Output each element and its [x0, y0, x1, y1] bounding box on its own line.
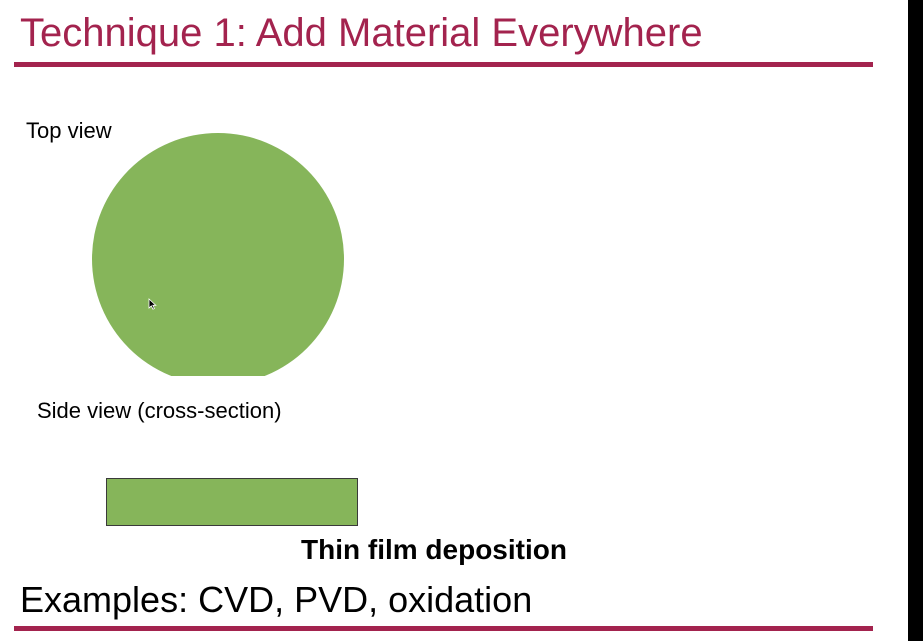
mouse-pointer-icon — [148, 298, 157, 310]
thin-film-caption: Thin film deposition — [301, 534, 567, 565]
examples-text: Examples: CVD, PVD, oxidation — [20, 579, 533, 620]
wafer-top-view — [92, 133, 345, 376]
slide-title: Technique 1: Add Material Everywhere — [20, 11, 703, 55]
wafer-disc — [92, 133, 344, 376]
window-edge-bar — [908, 0, 923, 641]
side-view-label: Side view (cross-section) — [37, 398, 282, 423]
bottom-divider — [14, 626, 873, 631]
top-view-label: Top view — [26, 118, 112, 143]
title-divider — [14, 62, 873, 67]
film-cross-section — [106, 478, 358, 526]
